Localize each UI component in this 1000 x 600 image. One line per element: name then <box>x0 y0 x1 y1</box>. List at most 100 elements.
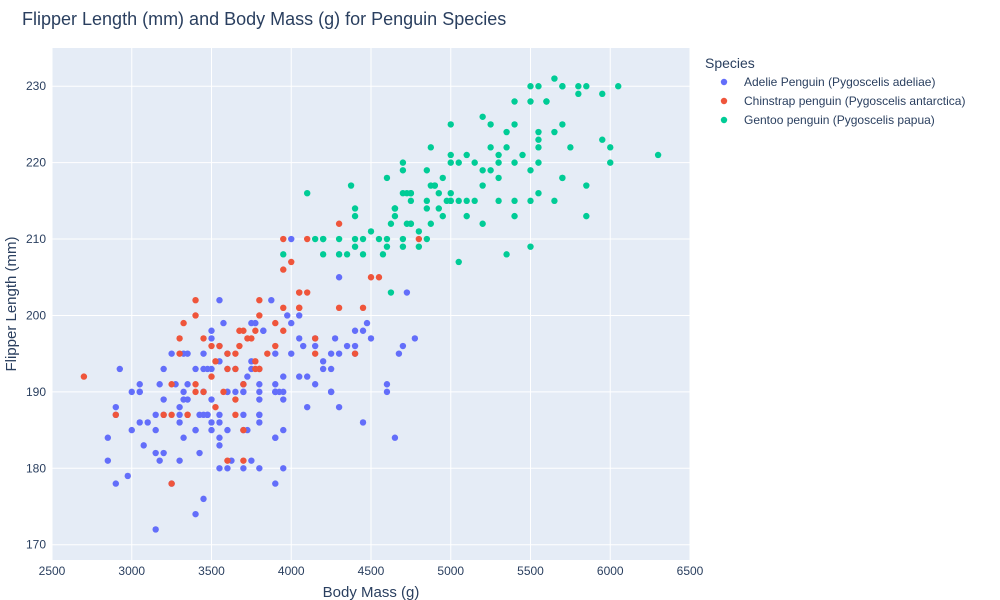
data-point[interactable] <box>280 396 287 403</box>
data-point[interactable] <box>272 381 279 388</box>
data-point[interactable] <box>395 350 403 357</box>
data-point[interactable] <box>248 457 255 464</box>
data-point[interactable] <box>252 319 259 327</box>
data-point[interactable] <box>268 296 275 304</box>
data-point[interactable] <box>240 426 247 434</box>
data-point[interactable] <box>367 335 375 342</box>
data-point[interactable] <box>200 495 207 503</box>
data-point[interactable] <box>232 388 239 396</box>
data-point[interactable] <box>391 205 399 212</box>
data-point[interactable] <box>575 90 582 98</box>
data-point[interactable] <box>232 350 239 357</box>
data-point[interactable] <box>244 373 251 380</box>
data-point[interactable] <box>296 373 303 380</box>
data-point[interactable] <box>455 258 462 266</box>
data-point[interactable] <box>535 83 542 90</box>
data-point[interactable] <box>495 159 502 166</box>
data-point[interactable] <box>208 342 215 350</box>
data-point[interactable] <box>288 319 295 327</box>
data-point[interactable] <box>479 113 486 120</box>
data-point[interactable] <box>224 365 231 373</box>
data-point[interactable] <box>427 182 435 189</box>
data-point[interactable] <box>176 411 183 419</box>
data-point[interactable] <box>176 335 183 342</box>
data-point[interactable] <box>567 144 574 151</box>
data-point[interactable] <box>487 121 494 128</box>
data-point[interactable] <box>387 289 395 296</box>
data-point[interactable] <box>192 510 199 518</box>
data-point[interactable] <box>427 220 435 227</box>
data-point[interactable] <box>335 304 343 312</box>
data-point[interactable] <box>216 411 223 419</box>
data-point[interactable] <box>351 212 359 220</box>
data-point[interactable] <box>359 235 367 243</box>
data-point[interactable] <box>311 342 319 350</box>
legend-marker[interactable] <box>720 116 728 124</box>
data-point[interactable] <box>559 174 566 182</box>
data-point[interactable] <box>607 144 614 151</box>
data-point[interactable] <box>256 396 263 403</box>
data-point[interactable] <box>232 365 239 373</box>
data-point[interactable] <box>503 144 510 151</box>
data-point[interactable] <box>439 174 446 182</box>
data-point[interactable] <box>112 403 120 411</box>
data-point[interactable] <box>471 197 478 205</box>
data-point[interactable] <box>128 426 135 434</box>
data-point[interactable] <box>212 358 219 365</box>
data-point[interactable] <box>168 381 175 388</box>
data-point[interactable] <box>359 327 367 334</box>
data-point[interactable] <box>311 350 319 357</box>
data-point[interactable] <box>415 228 423 235</box>
data-point[interactable] <box>551 75 558 82</box>
data-point[interactable] <box>551 197 558 205</box>
data-point[interactable] <box>156 457 163 464</box>
data-point[interactable] <box>503 251 510 258</box>
data-point[interactable] <box>256 388 263 396</box>
data-point[interactable] <box>319 358 327 365</box>
data-point[interactable] <box>583 83 590 90</box>
data-point[interactable] <box>463 197 470 205</box>
data-point[interactable] <box>232 396 239 403</box>
data-point[interactable] <box>399 167 407 174</box>
data-point[interactable] <box>447 159 454 166</box>
data-point[interactable] <box>280 373 287 380</box>
data-point[interactable] <box>367 274 375 281</box>
data-point[interactable] <box>240 381 247 388</box>
data-point[interactable] <box>403 289 411 296</box>
data-point[interactable] <box>319 251 327 258</box>
data-point[interactable] <box>192 365 199 373</box>
data-point[interactable] <box>359 251 367 258</box>
data-point[interactable] <box>236 342 243 350</box>
data-point[interactable] <box>192 296 199 304</box>
data-point[interactable] <box>252 327 259 334</box>
data-point[interactable] <box>176 350 183 357</box>
data-point[interactable] <box>495 197 502 205</box>
data-point[interactable] <box>463 212 470 220</box>
data-point[interactable] <box>335 220 343 227</box>
data-point[interactable] <box>399 159 407 166</box>
data-point[interactable] <box>112 411 120 419</box>
data-point[interactable] <box>411 335 419 342</box>
data-point[interactable] <box>208 327 215 334</box>
data-point[interactable] <box>208 419 215 426</box>
data-point[interactable] <box>224 426 231 434</box>
data-point[interactable] <box>128 388 135 396</box>
data-point[interactable] <box>387 220 395 227</box>
data-point[interactable] <box>252 358 259 365</box>
data-point[interactable] <box>311 335 319 342</box>
data-point[interactable] <box>487 144 494 151</box>
data-point[interactable] <box>559 83 566 90</box>
data-point[interactable] <box>407 197 415 205</box>
data-point[interactable] <box>511 121 518 128</box>
legend-label[interactable]: Gentoo penguin (Pygoscelis papua) <box>744 113 935 127</box>
data-point[interactable] <box>256 419 263 426</box>
data-point[interactable] <box>272 350 279 357</box>
data-point[interactable] <box>559 121 566 128</box>
data-point[interactable] <box>216 442 223 449</box>
data-point[interactable] <box>511 197 518 205</box>
data-point[interactable] <box>152 449 159 457</box>
data-point[interactable] <box>180 396 187 403</box>
data-point[interactable] <box>216 419 223 426</box>
data-point[interactable] <box>351 243 359 250</box>
data-point[interactable] <box>415 235 423 243</box>
